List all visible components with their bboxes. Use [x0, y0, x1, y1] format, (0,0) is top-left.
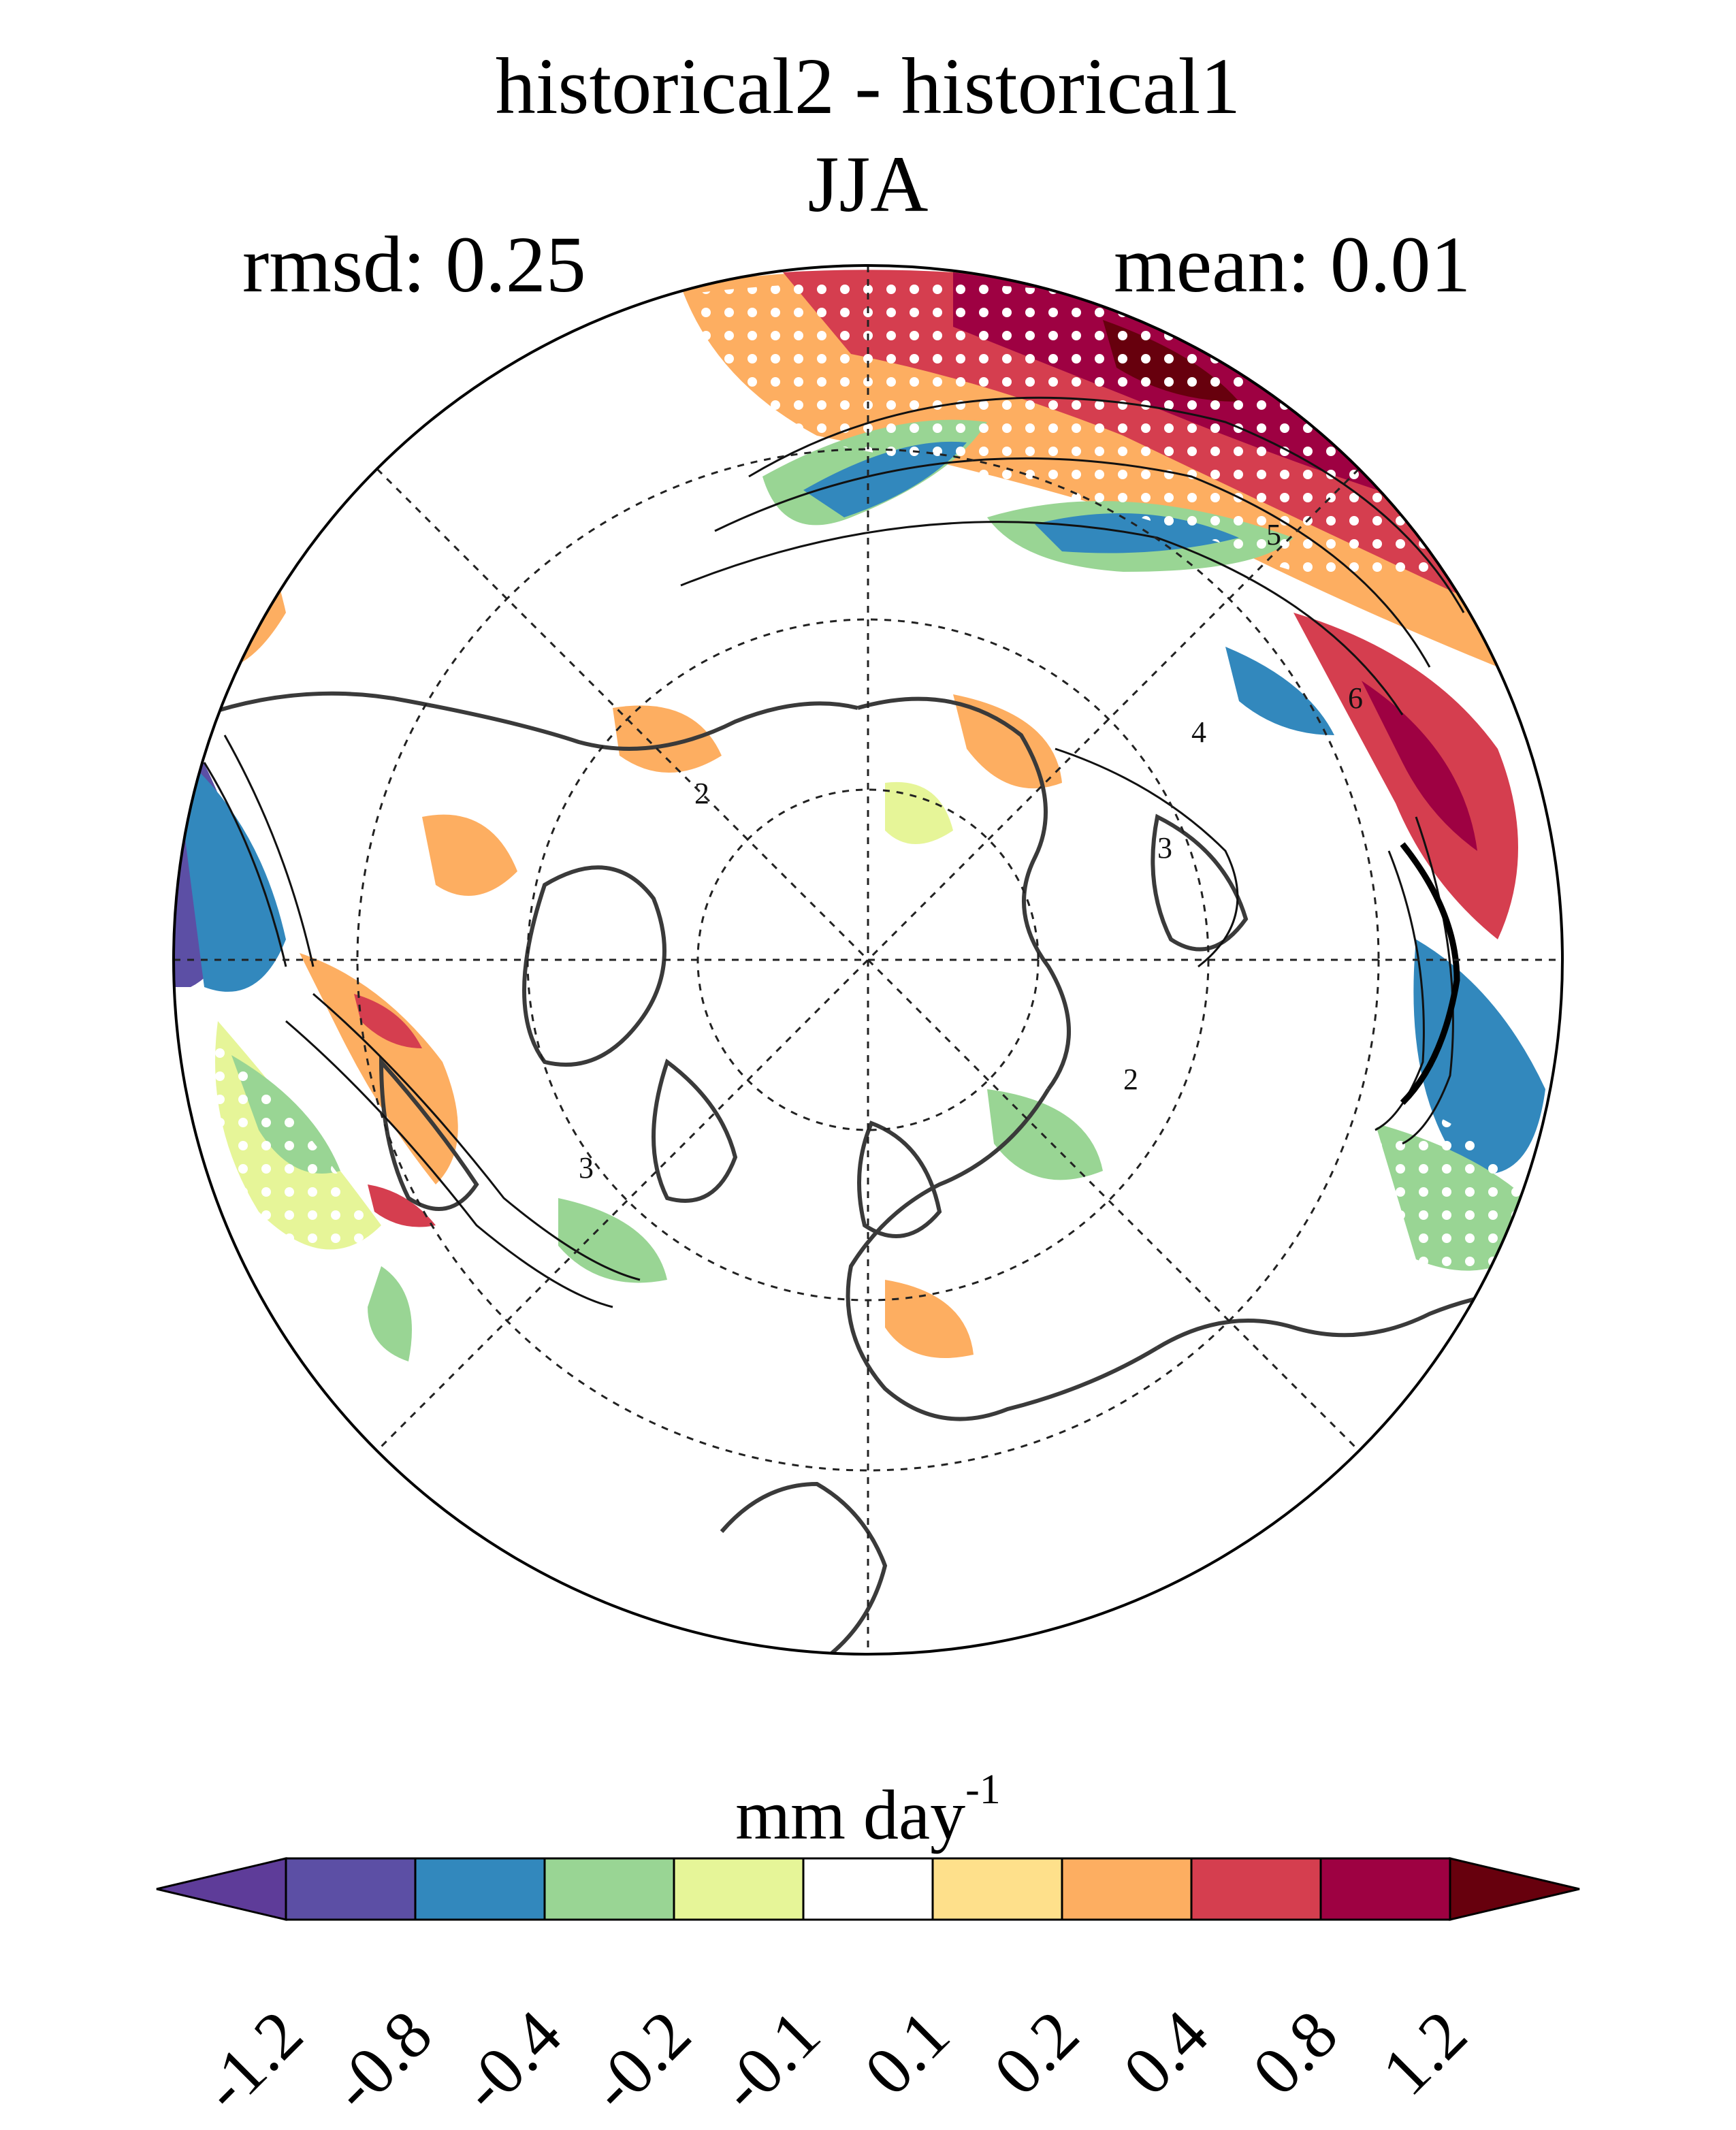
contour-label-3: 4: [1191, 715, 1206, 749]
stippling-left: [204, 1021, 374, 1259]
contour-label-6: 3: [579, 1151, 594, 1184]
anomaly-high-right: [1293, 613, 1518, 939]
colorbar-tick-label: -0.1: [705, 1996, 834, 2125]
colorbar-tick-label: 0.4: [1109, 1996, 1223, 2110]
anomaly-low-right: [1413, 939, 1545, 1174]
title-line-1: historical2 - historical1: [495, 42, 1241, 131]
colorbar-over-triangle: [1449, 1857, 1580, 1921]
anomaly-patch-2: [885, 781, 953, 844]
colorbar: -1.2 -0.8 -0.4 -0.2 -0.1 0.1 0.2 0.4 0.8 1.2: [156, 1857, 1580, 2126]
anomaly-high-left-c: [300, 953, 458, 1184]
anomaly-patch-8: [368, 1266, 412, 1361]
colorbar-tick-label: -0.4: [446, 1996, 575, 2125]
colorbar-tick-label: 1.2: [1368, 1996, 1481, 2110]
colorbar-swatch: [1319, 1857, 1451, 1921]
anomaly-patch-4: [987, 1089, 1103, 1180]
anomaly-lowish-left: [174, 749, 286, 992]
contour-label-1: 5: [1266, 518, 1281, 551]
contour-lines: [203, 396, 1465, 1308]
polar-map: 5 6 4 3 2 3 2: [172, 264, 1564, 1656]
colorbar-tick-label: 0.8: [1238, 1996, 1352, 2110]
colorbar-tick-label: -0.2: [575, 1996, 705, 2125]
colorbar-under-triangle: [156, 1857, 287, 1921]
anomaly-patch-5: [885, 1280, 974, 1358]
anomaly-patch-1: [422, 814, 517, 896]
anomaly-patch-7: [613, 705, 722, 773]
colorbar-swatch: [673, 1857, 805, 1921]
anomaly-strong-left-c: [354, 994, 422, 1048]
colorbar-swatch: [1190, 1857, 1322, 1921]
map-content: 5 6 4 3 2 3 2: [174, 265, 1562, 1654]
contour-label-7: 2: [694, 777, 709, 810]
map-border: [172, 264, 1564, 1656]
anomaly-lower-mid-right: [1225, 647, 1334, 735]
title-season: JJA: [807, 140, 929, 229]
colorbar-swatch: [802, 1857, 934, 1921]
mean-label: mean: 0.01: [1114, 220, 1471, 309]
colorbar-tick-label: 0.2: [980, 1996, 1093, 2110]
stippling-right: [1362, 1089, 1552, 1271]
colorbar-tick-label: -1.2: [187, 1996, 317, 2125]
colorbar-swatch: [931, 1857, 1063, 1921]
colorbar-units: mm day-1: [735, 1766, 1001, 1854]
contour-label-2: 6: [1348, 681, 1363, 715]
graticule: [174, 265, 1562, 1654]
colorbar-tick-label: -0.8: [317, 1996, 446, 2125]
colorbar-tick-label: 0.1: [850, 1996, 964, 2110]
anomaly-strong-left-d: [368, 1184, 436, 1227]
colorbar-swatch: [285, 1857, 417, 1921]
colorbar-swatch: [1061, 1857, 1193, 1921]
thick-contour: [1400, 842, 1460, 1106]
anomaly-very-high-right: [1362, 681, 1477, 851]
colorbar-swatch: [543, 1857, 675, 1921]
rmsd-label: rmsd: 0.25: [242, 220, 586, 309]
contour-label-5: 2: [1123, 1063, 1138, 1096]
colorbar-swatch: [414, 1857, 546, 1921]
anomaly-patch-6: [558, 1198, 667, 1283]
contour-labels: 5 6 4 3 2 3 2: [579, 518, 1363, 1184]
contour-label-4: 3: [1157, 831, 1172, 865]
